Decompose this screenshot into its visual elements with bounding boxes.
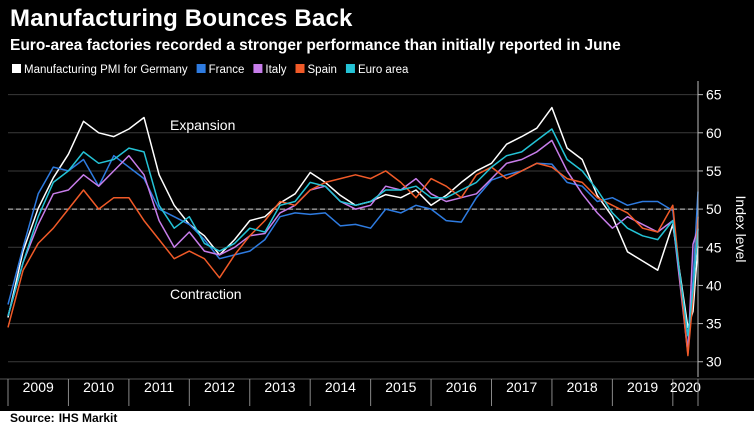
y-tick-label: 35 <box>706 316 722 332</box>
chart-subtitle: Euro-area factories recorded a stronger … <box>10 37 621 54</box>
x-tick-label: 2012 <box>204 379 235 395</box>
x-tick-label: 2017 <box>506 379 537 395</box>
series-line-france <box>7 154 699 352</box>
chart-legend: Manufacturing PMI for Germany France Italy… <box>12 64 409 76</box>
legend-label-italy: Italy <box>265 64 286 76</box>
source-name: IHS Markit <box>58 411 118 425</box>
chart-grid <box>8 94 698 363</box>
legend-swatch-france <box>196 64 206 73</box>
x-tick-label: 2019 <box>627 379 658 395</box>
source-line: Source: IHS Markit <box>10 411 117 425</box>
x-tick-label: 2020 <box>670 379 701 395</box>
x-tick-label: 2013 <box>264 379 295 395</box>
legend-swatch-spain <box>295 64 305 73</box>
x-tick-label: 2014 <box>325 379 356 395</box>
y-tick-label: 45 <box>706 239 722 255</box>
legend-swatch-manufacturing-pmi-for-germany <box>12 64 21 73</box>
y-tick-label: 50 <box>706 201 722 217</box>
y-tick-label: 55 <box>706 163 722 179</box>
y-tick-label: 30 <box>706 354 722 370</box>
series-line-italy <box>7 139 699 355</box>
series-line-euro-area <box>7 128 699 337</box>
legend-label-spain: Spain <box>308 64 337 76</box>
legend-label-euro-area: Euro area <box>358 64 409 76</box>
y-tick-label: 65 <box>706 87 722 103</box>
x-tick-label: 2016 <box>446 379 477 395</box>
legend-swatch-italy <box>253 64 263 73</box>
chart-axes: 30 35 40 45 50 55 60 65 2009 2010 2011 2012 2013 2014… <box>0 81 754 406</box>
x-tick-label: 2010 <box>83 379 114 395</box>
x-tick-label: 2015 <box>385 379 416 395</box>
chart-title: Manufacturing Bounces Back <box>10 5 353 32</box>
source-label: Source: <box>10 411 55 425</box>
annotation-expansion: Expansion <box>170 117 235 133</box>
legend-label-france: France <box>209 64 245 76</box>
y-tick-label: 40 <box>706 277 722 293</box>
legend-label-manufacturing-pmi-for-germany: Manufacturing PMI for Germany <box>24 64 188 76</box>
y-axis-label: Index level <box>733 196 749 263</box>
x-tick-label: 2011 <box>144 379 174 395</box>
series-line-spain <box>7 162 699 357</box>
x-tick-label: 2018 <box>567 379 598 395</box>
y-tick-label: 60 <box>706 125 722 141</box>
legend-swatch-euro-area <box>345 64 355 73</box>
annotation-contraction: Contraction <box>170 286 242 302</box>
chart-header: Manufacturing Bounces Back Euro-area fac… <box>0 0 754 61</box>
chart-background <box>0 61 754 411</box>
chart-series <box>7 106 699 357</box>
x-tick-label: 2009 <box>23 379 54 395</box>
line-chart: Manufacturing PMI for Germany France Italy… <box>0 61 754 411</box>
